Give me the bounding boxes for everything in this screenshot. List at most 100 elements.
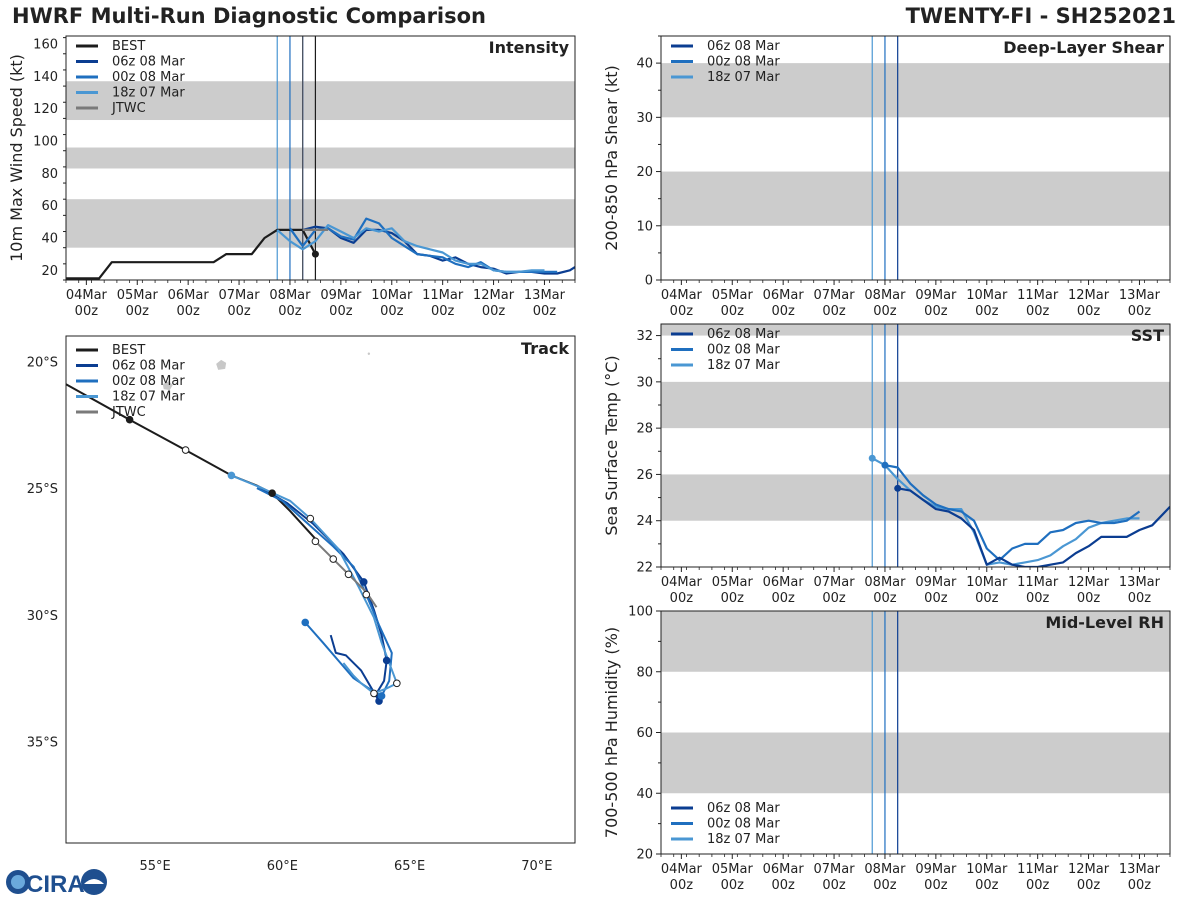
track-point-marker	[393, 679, 401, 688]
shear-xtick-label-hour: 00z	[1077, 304, 1101, 319]
sst-xtick-label-date: 13Mar	[1119, 575, 1161, 590]
intensity-ytick-label: 20	[41, 264, 58, 279]
intensity-panel: 2040608010012014016004Mar00z05Mar00z06Ma…	[7, 35, 576, 319]
intensity-legend-label: JTWC	[111, 101, 146, 116]
sst-legend-label: 06z 08 Mar	[707, 327, 780, 342]
track-land-mauritius	[216, 359, 227, 370]
intensity-band	[66, 147, 575, 169]
shear-ytick-label: 20	[636, 165, 653, 180]
rh-ytick-label: 100	[628, 605, 653, 620]
track-ytick-label: 20°S	[27, 355, 58, 370]
track-xtick-label: 60°E	[267, 859, 298, 874]
rh-legend-label: 06z 08 Mar	[707, 801, 780, 816]
sst-xtick-label-hour: 00z	[873, 591, 897, 606]
intensity-band	[66, 81, 575, 121]
shear-legend-label: 06z 08 Mar	[707, 39, 780, 54]
rh-xtick-label-hour: 00z	[771, 878, 795, 893]
track-point-marker	[382, 656, 391, 665]
rh-band	[661, 611, 1170, 672]
shear-ylabel: 200-850 hPa Shear (kt)	[602, 65, 621, 251]
rh-xtick-label-hour: 00z	[721, 878, 745, 893]
track-point-marker	[268, 489, 276, 497]
track-ytick-label: 35°S	[27, 736, 58, 751]
intensity-xtick-label-hour: 00z	[278, 304, 302, 319]
track-legend-label: JTWC	[111, 405, 146, 420]
intensity-xtick-label-date: 06Mar	[168, 288, 210, 303]
rh-ytick-label: 40	[636, 787, 653, 802]
track-point-marker	[181, 446, 190, 454]
shear-xtick-label-hour: 00z	[670, 304, 694, 319]
track-frame	[65, 335, 576, 844]
shear-ytick-label: 40	[636, 57, 653, 72]
shear-legend-label: 18z 07 Mar	[707, 70, 780, 85]
sst-series-start-point	[894, 484, 902, 492]
rh-xtick-label-hour: 00z	[822, 878, 846, 893]
shear-xtick-label-date: 10Mar	[966, 288, 1008, 303]
intensity-legend-label: 06z 08 Mar	[112, 55, 185, 70]
track-xtick-label: 55°E	[139, 859, 170, 874]
track-point-marker	[370, 689, 378, 698]
track-xtick-label: 70°E	[521, 859, 552, 874]
shear-xtick-label-hour: 00z	[873, 304, 897, 319]
rh-legend-label: 18z 07 Mar	[707, 832, 780, 847]
track-land-reunion	[162, 381, 173, 391]
track-point-marker	[311, 537, 320, 546]
sst-ytick-label: 28	[636, 422, 653, 437]
intensity-series-line	[276, 224, 545, 273]
sst-xtick-label-date: 12Mar	[1068, 575, 1110, 590]
sst-xtick-label-hour: 00z	[1128, 591, 1152, 606]
intensity-xtick-label-date: 11Mar	[422, 288, 464, 303]
rh-ytick-label: 20	[636, 848, 653, 863]
shear-xtick-label-date: 05Mar	[712, 288, 754, 303]
sst-band	[661, 381, 1170, 429]
figure-title-right: TWENTY-FI - SH252021	[905, 4, 1176, 28]
sst-panel: 22242628303204Mar00z05Mar00z06Mar00z07Ma…	[602, 323, 1171, 606]
rh-xtick-label-date: 12Mar	[1068, 862, 1110, 877]
rh-xtick-label-hour: 00z	[873, 878, 897, 893]
track-series-line	[65, 383, 317, 540]
sst-xtick-label-hour: 00z	[670, 591, 694, 606]
intensity-xtick-label-date: 12Mar	[473, 288, 515, 303]
intensity-xtick-label-hour: 00z	[75, 304, 99, 319]
intensity-legend-label: 00z 08 Mar	[112, 70, 185, 85]
shear-band	[661, 63, 1170, 118]
intensity-legend-label: 18z 07 Mar	[112, 86, 185, 101]
cira-logo: CIRA	[6, 869, 107, 898]
rh-xtick-label-date: 09Mar	[915, 862, 957, 877]
intensity-legend-label: BEST	[112, 39, 145, 54]
intensity-ytick-label: 120	[33, 102, 58, 117]
shear-xtick-label-date: 12Mar	[1068, 288, 1110, 303]
sst-band	[661, 324, 1170, 336]
intensity-xtick-label-hour: 00z	[431, 304, 455, 319]
sst-xtick-label-hour: 00z	[924, 591, 948, 606]
track-point-marker	[377, 692, 386, 700]
rh-xtick-label-hour: 00z	[670, 878, 694, 893]
intensity-xtick-label-hour: 00z	[176, 304, 200, 319]
intensity-xtick-label-hour: 00z	[227, 304, 251, 319]
intensity-xtick-label-date: 05Mar	[117, 288, 159, 303]
sst-xtick-label-hour: 00z	[1026, 591, 1050, 606]
shear-legend-label: 00z 08 Mar	[707, 55, 780, 70]
sst-band	[661, 474, 1170, 521]
track-point-marker	[359, 578, 368, 586]
sst-xtick-label-date: 04Mar	[661, 575, 703, 590]
shear-panel-title: Deep-Layer Shear	[1003, 38, 1164, 57]
track-xtick-label: 65°E	[394, 859, 425, 874]
shear-xtick-label-date: 08Mar	[864, 288, 906, 303]
rh-band	[661, 732, 1170, 794]
intensity-xtick-label-date: 13Mar	[524, 288, 566, 303]
shear-xtick-label-hour: 00z	[1026, 304, 1050, 319]
rh-xtick-label-hour: 00z	[975, 878, 999, 893]
track-point-marker	[329, 555, 338, 563]
rh-xtick-label-date: 10Mar	[966, 862, 1008, 877]
intensity-xtick-label-date: 10Mar	[371, 288, 413, 303]
sst-xtick-label-hour: 00z	[771, 591, 795, 606]
shear-xtick-label-hour: 00z	[721, 304, 745, 319]
track-point-marker	[306, 514, 315, 523]
rh-xtick-label-hour: 00z	[1026, 878, 1050, 893]
rh-ytick-label: 80	[636, 665, 653, 680]
intensity-ytick-label: 60	[41, 199, 58, 214]
intensity-xtick-label-date: 08Mar	[269, 288, 311, 303]
track-legend-label: 18z 07 Mar	[112, 390, 185, 405]
